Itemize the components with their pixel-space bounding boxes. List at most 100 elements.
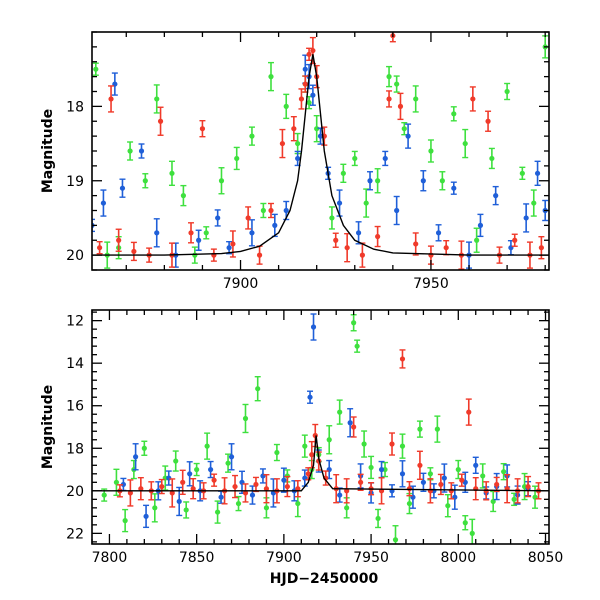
top-green-point xyxy=(489,155,495,162)
top-green-point xyxy=(439,178,445,184)
top-blue-point xyxy=(523,215,529,221)
top-red-point xyxy=(199,126,206,132)
top-green-point xyxy=(93,66,99,72)
top-green-point xyxy=(531,200,537,206)
bottom-red-point xyxy=(190,486,196,492)
bottom-red-point xyxy=(253,481,259,488)
top-green-point xyxy=(249,133,255,139)
bottom-green-point xyxy=(141,445,147,451)
top-red-point xyxy=(512,237,518,243)
bottom-y-tick-label: 20 xyxy=(66,484,84,500)
bottom-green-point xyxy=(255,386,261,392)
bottom-red-point xyxy=(399,356,406,362)
bottom-red-point xyxy=(127,490,133,496)
top-blue-point xyxy=(336,200,343,206)
bottom-blue-point xyxy=(133,454,139,460)
top-y-tick-label: 19 xyxy=(66,174,84,190)
bottom-model-curve xyxy=(92,435,549,492)
bottom-blue-point xyxy=(208,466,214,473)
top-blue-point xyxy=(382,155,388,162)
top-data-marks xyxy=(92,32,549,270)
bottom-blue-point xyxy=(337,492,343,498)
top-blue-point xyxy=(477,222,484,228)
top-green-point xyxy=(306,100,312,106)
top-blue-point xyxy=(435,230,442,236)
top-green-point xyxy=(180,193,186,199)
top-blue-point xyxy=(451,185,457,191)
bottom-green-point xyxy=(375,515,381,522)
bottom-green-point xyxy=(417,426,423,432)
bottom-red-point xyxy=(358,479,364,485)
bottom-red-point xyxy=(309,452,315,458)
bottom-red-point xyxy=(159,483,165,490)
top-green-point xyxy=(268,74,274,80)
top-red-point xyxy=(279,140,286,147)
bottom-red-point xyxy=(284,483,290,490)
top-green-point xyxy=(314,126,320,132)
bottom-red-point xyxy=(295,486,301,492)
bottom-green-point xyxy=(204,443,210,449)
bottom-red-point xyxy=(351,424,357,430)
top-red-point xyxy=(485,118,491,124)
top-green-point xyxy=(154,96,160,102)
bottom-plot-frame xyxy=(91,309,550,545)
bottom-green-point xyxy=(225,460,231,466)
top-x-tick-label: 7950 xyxy=(413,276,449,292)
top-y-tick-label: 20 xyxy=(66,248,84,264)
top-green-point xyxy=(283,103,289,109)
bottom-red-point xyxy=(211,477,217,483)
bottom-green-point xyxy=(242,415,249,422)
bottom-green-point xyxy=(399,443,406,449)
top-red-point xyxy=(157,118,164,124)
top-y-tick-label: 18 xyxy=(66,99,84,115)
bottom-x-tick-label: 7850 xyxy=(179,550,215,566)
top-red-point xyxy=(413,241,419,247)
bottom-red-point xyxy=(242,490,249,496)
bottom-green-point xyxy=(351,320,357,326)
bottom-green-point xyxy=(152,505,158,511)
bottom-blue-point xyxy=(399,471,406,477)
bottom-x-tick-label: 7900 xyxy=(266,550,302,566)
top-green-point xyxy=(218,178,225,184)
bottom-red-point xyxy=(169,490,175,496)
top-red-point xyxy=(291,126,297,132)
bottom-panel: 7800 7850 7900 7950 8000 8050 12 14 16 18 20 22 xyxy=(66,309,564,566)
top-green-point xyxy=(192,252,198,258)
top-green-point xyxy=(401,126,407,132)
bottom-red-point xyxy=(494,481,500,488)
top-red-point xyxy=(256,252,263,258)
top-green-point xyxy=(234,155,240,162)
bottom-blue-point xyxy=(218,494,224,500)
top-green-point xyxy=(352,155,358,162)
top-red-point xyxy=(397,103,404,109)
bottom-green-point xyxy=(469,530,475,536)
top-red-point xyxy=(97,245,103,251)
bottom-ylabel: Magnitude xyxy=(40,385,56,469)
top-red-point xyxy=(344,245,350,251)
bottom-green-point xyxy=(434,426,440,432)
bottom-xlabel: HJD−2450000 xyxy=(270,571,379,587)
bottom-data-marks xyxy=(92,313,549,544)
bottom-green-point xyxy=(122,518,128,524)
bottom-red-point xyxy=(525,483,531,490)
bottom-green-point xyxy=(354,343,360,349)
bottom-red-point xyxy=(305,471,311,477)
bottom-x-tick-label: 8050 xyxy=(528,550,564,566)
top-blue-point xyxy=(226,245,232,251)
top-blue-point xyxy=(272,222,278,228)
bottom-green-point xyxy=(214,509,221,515)
bottom-green-point xyxy=(406,500,413,507)
top-blue-point xyxy=(196,237,202,243)
top-panel: 7900 7950 18 19 20 xyxy=(66,31,550,292)
top-green-point xyxy=(142,178,148,184)
top-green-point xyxy=(394,81,400,87)
bottom-green-point xyxy=(183,507,189,513)
top-blue-point xyxy=(310,92,316,98)
bottom-green-point xyxy=(173,458,179,464)
bottom-y-tick-label: 22 xyxy=(66,526,84,542)
bottom-green-point xyxy=(455,466,461,473)
top-red-point xyxy=(230,241,236,247)
top-blue-point xyxy=(302,66,308,72)
bottom-red-point xyxy=(180,479,186,485)
bottom-red-point xyxy=(138,486,144,492)
